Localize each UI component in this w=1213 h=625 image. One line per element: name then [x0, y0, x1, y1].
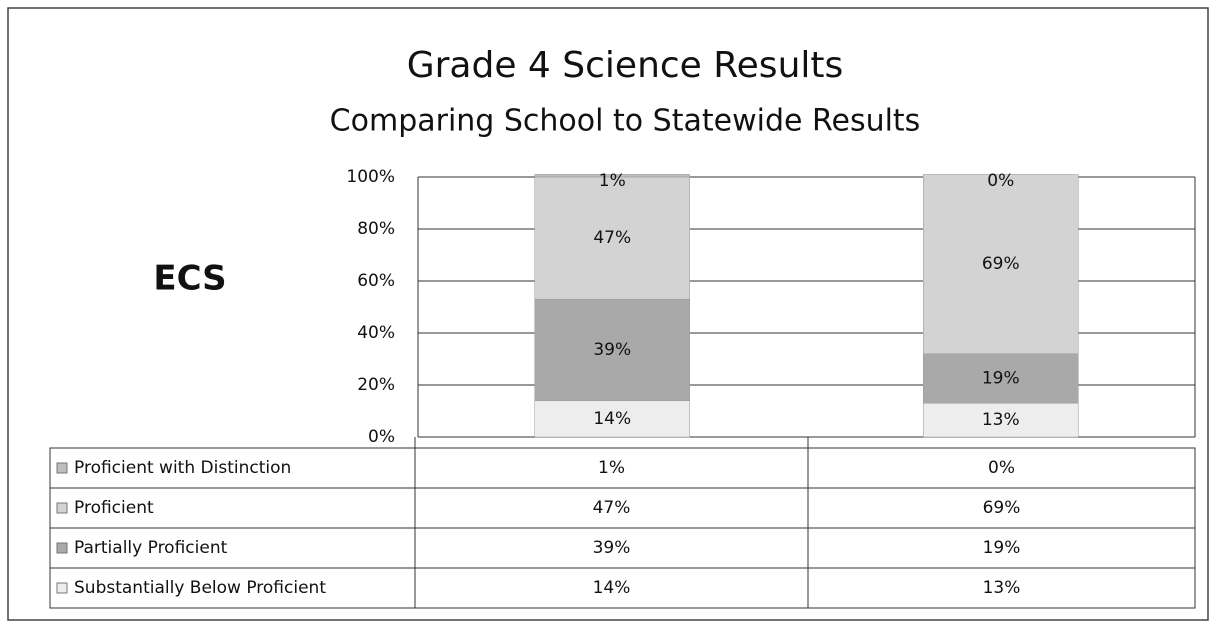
- legend-label: Proficient: [74, 498, 154, 518]
- bar-segment: [534, 298, 690, 401]
- data-label: 0%: [987, 171, 1014, 191]
- y-tick-label: 0%: [368, 427, 395, 447]
- table-cell: 47%: [593, 498, 631, 518]
- table-cell: 0%: [988, 458, 1015, 478]
- legend-key: [56, 502, 68, 514]
- y-tick-label: 20%: [357, 375, 395, 395]
- table-cell: 69%: [983, 498, 1021, 518]
- legend-label: Substantially Below Proficient: [74, 578, 326, 598]
- bar-segment: [534, 174, 690, 178]
- table-row: [49, 567, 1196, 609]
- data-label: 1%: [599, 171, 626, 191]
- y-tick-label: 80%: [357, 219, 395, 239]
- legend-key: [56, 542, 68, 554]
- legend-label: Proficient with Distinction: [74, 458, 291, 478]
- data-label: 19%: [982, 369, 1020, 389]
- bar-segment: [534, 176, 690, 300]
- chart-title: Grade 4 Science Results: [407, 45, 844, 86]
- legend-label: Partially Proficient: [74, 538, 228, 558]
- bar-segment: [534, 400, 690, 438]
- data-label: 39%: [593, 340, 631, 360]
- bar-segment: [923, 402, 1079, 438]
- frame: [7, 7, 1209, 621]
- y-tick-label: 40%: [357, 323, 395, 343]
- y-tick-label: 60%: [357, 271, 395, 291]
- bar-segment: [923, 353, 1079, 404]
- table-cell: 39%: [593, 538, 631, 558]
- data-label: 47%: [593, 228, 631, 248]
- table-cell: 14%: [593, 578, 631, 598]
- table-cell: 19%: [983, 538, 1021, 558]
- legend-key: [56, 462, 68, 474]
- table-cell: 1%: [598, 458, 625, 478]
- y-tick-label: 100%: [346, 167, 395, 187]
- data-label: 14%: [593, 409, 631, 429]
- bar-segment: [923, 174, 1079, 355]
- table-cell: 13%: [983, 578, 1021, 598]
- data-label: 69%: [982, 254, 1020, 274]
- chart-subtitle: Comparing School to Statewide Results: [330, 104, 921, 139]
- annotation: ECS: [153, 259, 226, 299]
- legend-key: [56, 582, 68, 594]
- data-label: 13%: [982, 410, 1020, 430]
